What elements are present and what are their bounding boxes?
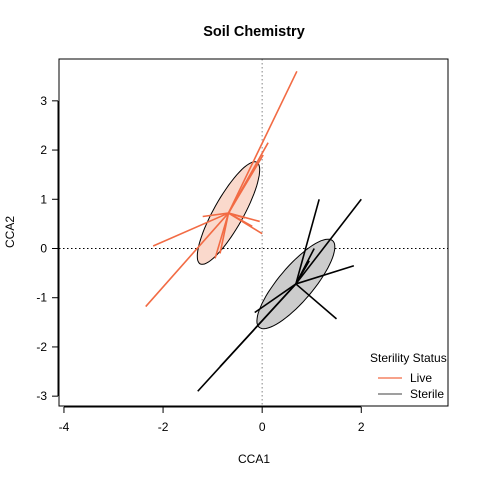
x-axis: -4 -2 0 2 — [59, 406, 365, 434]
x-axis-label: CCA1 — [238, 452, 270, 466]
y-tick-label: 1 — [40, 192, 47, 206]
y-axis-label: CCA2 — [3, 216, 17, 248]
spoke-sterile-4 — [295, 283, 338, 320]
spoke-live-4 — [227, 201, 236, 214]
spoke-live-12 — [152, 212, 229, 247]
y-tick-label: 0 — [40, 241, 47, 255]
x-tick-label: 2 — [358, 420, 365, 434]
y-tick-label: -2 — [36, 340, 47, 354]
spoke-sterile-3 — [295, 264, 355, 285]
spoke-sterile-5 — [254, 283, 297, 314]
y-axis: -3 -2 -1 0 1 2 3 — [36, 94, 59, 403]
legend-title: Sterility Status — [370, 351, 447, 365]
chart-title: Soil Chemistry — [203, 24, 305, 40]
plot-frame — [58, 58, 449, 407]
spoke-live-1 — [227, 70, 298, 214]
x-tick-label: 0 — [259, 420, 266, 434]
y-tick-label: 2 — [40, 143, 47, 157]
legend-sterile-label: Sterile — [410, 387, 444, 401]
legend: Sterility Status Live Sterile — [370, 351, 447, 401]
spoke-sterile-2 — [295, 199, 320, 285]
spoke-sterile-9 — [295, 260, 310, 285]
spoke-live-8 — [228, 212, 253, 228]
series-sterile — [197, 198, 362, 392]
y-tick-label: 3 — [40, 94, 47, 108]
spoke-live-9 — [202, 212, 229, 218]
y-tick-label: -3 — [36, 389, 47, 403]
spoke-live-7 — [228, 212, 260, 223]
spoke-sterile-1 — [295, 198, 362, 285]
x-tick-label: -4 — [59, 420, 70, 434]
legend-live-label: Live — [410, 371, 432, 385]
spoke-live-11 — [214, 212, 230, 259]
spoke-sterile-7 — [197, 283, 297, 392]
spoke-live-13 — [145, 212, 230, 308]
plot-area — [59, 59, 448, 406]
y-tick-label: -1 — [36, 291, 47, 305]
series-live — [145, 70, 298, 308]
x-tick-label: -2 — [158, 420, 169, 434]
